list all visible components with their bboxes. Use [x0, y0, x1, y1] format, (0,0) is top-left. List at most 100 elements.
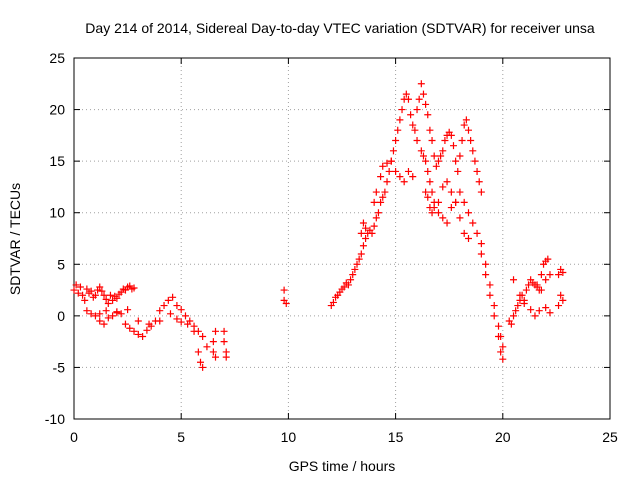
data-point — [177, 318, 185, 326]
data-point — [124, 306, 132, 314]
data-point — [381, 188, 389, 196]
data-point — [143, 326, 151, 334]
data-point — [520, 299, 528, 307]
data-point — [145, 320, 153, 328]
data-point — [428, 188, 436, 196]
data-point — [98, 287, 106, 295]
data-point — [351, 265, 359, 273]
data-point — [222, 353, 230, 361]
data-point — [156, 307, 164, 315]
data-point — [464, 126, 472, 134]
data-point — [507, 320, 515, 328]
data-point — [460, 229, 468, 237]
data-point — [495, 322, 503, 330]
data-point — [452, 157, 460, 165]
data-point — [374, 209, 382, 217]
data-point — [424, 111, 432, 119]
data-point — [404, 95, 412, 103]
x-tick-label: 15 — [388, 429, 404, 445]
data-point — [169, 293, 177, 301]
data-point — [546, 271, 554, 279]
data-point — [357, 250, 365, 258]
data-point — [559, 269, 567, 277]
x-tick-label: 10 — [281, 429, 297, 445]
data-point — [422, 188, 430, 196]
data-point — [434, 209, 442, 217]
data-point — [460, 121, 468, 129]
data-point — [447, 204, 455, 212]
data-point — [130, 327, 138, 335]
data-point — [209, 348, 217, 356]
data-point — [510, 312, 518, 320]
data-point — [91, 291, 99, 299]
data-point — [389, 147, 397, 155]
data-point — [439, 147, 447, 155]
data-point — [407, 111, 415, 119]
data-point — [404, 167, 412, 175]
data-point — [396, 116, 404, 124]
data-point — [542, 276, 550, 284]
data-point — [134, 317, 142, 325]
data-point — [441, 137, 449, 145]
data-point — [385, 167, 393, 175]
data-point — [460, 198, 468, 206]
data-point — [102, 307, 110, 315]
data-point — [220, 338, 228, 346]
data-point — [499, 343, 507, 351]
data-point — [368, 229, 376, 237]
data-point — [81, 296, 89, 304]
data-series — [70, 80, 567, 371]
data-point — [434, 157, 442, 165]
data-point — [199, 363, 207, 371]
data-point — [87, 287, 95, 295]
data-point — [555, 302, 563, 310]
data-point — [203, 343, 211, 351]
data-point — [456, 214, 464, 222]
data-point — [417, 147, 425, 155]
data-point — [464, 209, 472, 217]
data-point — [156, 317, 164, 325]
data-point — [477, 240, 485, 248]
data-point — [471, 157, 479, 165]
data-point — [426, 178, 434, 186]
data-point — [499, 355, 507, 363]
data-point — [173, 315, 181, 323]
data-point — [109, 312, 117, 320]
data-point — [449, 142, 457, 150]
data-point — [411, 126, 419, 134]
data-point — [134, 330, 142, 338]
data-point — [370, 222, 378, 230]
chart-title: Day 214 of 2014, Sidereal Day-to-day VTE… — [85, 20, 595, 36]
data-point — [377, 173, 385, 181]
data-point — [542, 304, 550, 312]
data-point — [184, 320, 192, 328]
data-point — [458, 137, 466, 145]
data-point — [329, 298, 337, 306]
x-axis-label: GPS time / hours — [289, 458, 396, 474]
data-point — [383, 178, 391, 186]
y-axis-label: SDTVAR / TECUs — [7, 183, 23, 295]
data-point — [117, 310, 125, 318]
data-point — [475, 178, 483, 186]
data-point — [512, 307, 520, 315]
data-point — [417, 80, 425, 88]
data-point — [344, 281, 352, 289]
data-point — [379, 162, 387, 170]
data-point — [432, 162, 440, 170]
data-point — [430, 152, 438, 160]
data-point — [424, 193, 432, 201]
data-point — [280, 286, 288, 294]
data-point — [392, 167, 400, 175]
data-point — [100, 291, 108, 299]
data-point — [419, 152, 427, 160]
x-tick-label: 25 — [602, 429, 618, 445]
data-point — [377, 198, 385, 206]
data-point — [443, 219, 451, 227]
data-point — [160, 302, 168, 310]
y-tick-label: 20 — [49, 102, 65, 118]
data-point — [359, 219, 367, 227]
data-point — [447, 131, 455, 139]
plot-frame — [73, 57, 611, 420]
data-point — [370, 198, 378, 206]
